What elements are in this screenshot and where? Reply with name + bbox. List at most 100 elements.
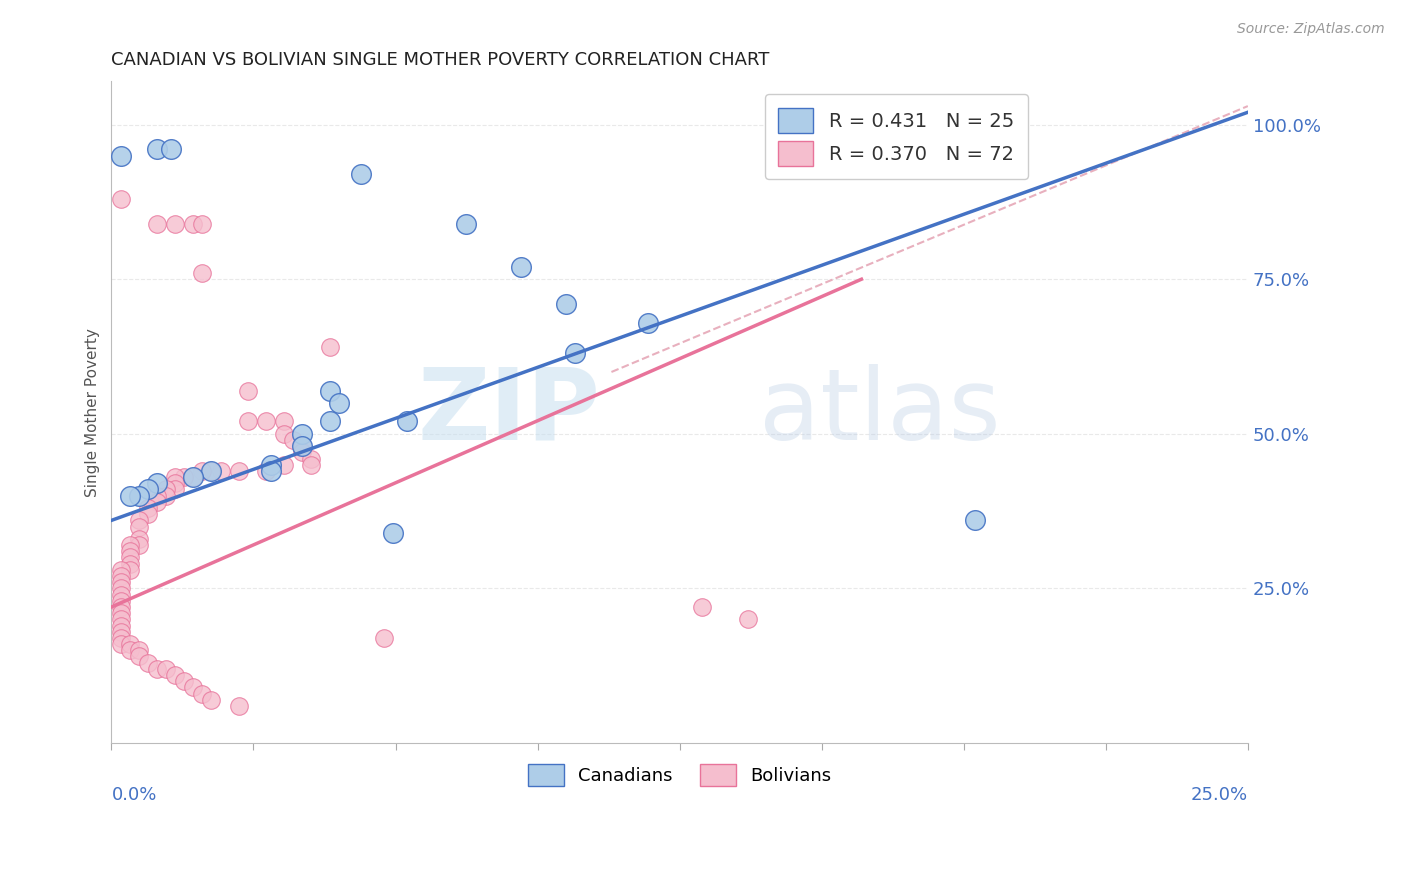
Point xyxy=(110,637,132,651)
Point xyxy=(136,656,159,670)
Point xyxy=(110,192,132,206)
Point xyxy=(273,458,295,472)
Point xyxy=(454,217,477,231)
Text: 25.0%: 25.0% xyxy=(1191,786,1249,804)
Point xyxy=(165,668,187,682)
Text: ZIP: ZIP xyxy=(418,364,600,460)
Point xyxy=(209,464,232,478)
Point xyxy=(236,384,259,398)
Point xyxy=(328,396,350,410)
Point xyxy=(173,674,195,689)
Point xyxy=(283,433,305,447)
Point xyxy=(273,414,295,428)
Point xyxy=(118,550,141,565)
Point xyxy=(155,489,177,503)
Point xyxy=(259,464,281,478)
Point xyxy=(191,686,214,700)
Text: Source: ZipAtlas.com: Source: ZipAtlas.com xyxy=(1237,22,1385,37)
Point xyxy=(128,538,150,552)
Point xyxy=(291,439,314,453)
Point xyxy=(110,631,132,645)
Point xyxy=(136,501,159,516)
Point xyxy=(110,618,132,632)
Point xyxy=(965,513,987,527)
Point xyxy=(118,538,141,552)
Point xyxy=(299,451,322,466)
Point xyxy=(291,445,314,459)
Point xyxy=(110,624,132,639)
Point xyxy=(318,384,340,398)
Point xyxy=(155,483,177,497)
Point xyxy=(273,426,295,441)
Point xyxy=(110,569,132,583)
Point xyxy=(373,631,395,645)
Y-axis label: Single Mother Poverty: Single Mother Poverty xyxy=(86,327,100,497)
Point xyxy=(200,464,222,478)
Point xyxy=(259,458,281,472)
Point xyxy=(136,507,159,521)
Point xyxy=(191,464,214,478)
Point xyxy=(228,464,250,478)
Point xyxy=(118,643,141,657)
Point xyxy=(228,698,250,713)
Point xyxy=(165,483,187,497)
Point xyxy=(110,582,132,596)
Point xyxy=(110,148,132,162)
Point xyxy=(128,532,150,546)
Point xyxy=(110,594,132,608)
Point xyxy=(118,489,141,503)
Point xyxy=(118,544,141,558)
Point xyxy=(118,563,141,577)
Point xyxy=(637,316,659,330)
Point xyxy=(110,563,132,577)
Point xyxy=(146,142,169,156)
Point xyxy=(110,599,132,614)
Point xyxy=(191,217,214,231)
Point xyxy=(128,489,150,503)
Point xyxy=(291,439,314,453)
Point xyxy=(146,476,169,491)
Point xyxy=(236,414,259,428)
Point xyxy=(128,643,150,657)
Point xyxy=(181,217,204,231)
Point xyxy=(254,414,277,428)
Point xyxy=(737,612,759,626)
Point xyxy=(110,606,132,620)
Point xyxy=(173,470,195,484)
Point xyxy=(350,167,373,181)
Point xyxy=(692,599,714,614)
Point xyxy=(191,266,214,280)
Point xyxy=(146,217,169,231)
Point xyxy=(318,340,340,354)
Point xyxy=(118,637,141,651)
Point xyxy=(110,575,132,590)
Point xyxy=(181,470,204,484)
Text: CANADIAN VS BOLIVIAN SINGLE MOTHER POVERTY CORRELATION CHART: CANADIAN VS BOLIVIAN SINGLE MOTHER POVER… xyxy=(111,51,770,69)
Point xyxy=(564,346,586,360)
Point xyxy=(395,414,418,428)
Point xyxy=(200,464,222,478)
Point xyxy=(200,692,222,706)
Point xyxy=(110,612,132,626)
Point xyxy=(181,681,204,695)
Point xyxy=(291,426,314,441)
Point xyxy=(318,414,340,428)
Point xyxy=(509,260,531,274)
Point xyxy=(128,513,150,527)
Point xyxy=(128,519,150,533)
Point xyxy=(254,464,277,478)
Point xyxy=(128,649,150,664)
Point xyxy=(181,470,204,484)
Point xyxy=(165,476,187,491)
Point xyxy=(299,458,322,472)
Point xyxy=(110,588,132,602)
Point xyxy=(555,297,578,311)
Point xyxy=(165,470,187,484)
Text: atlas: atlas xyxy=(759,364,1001,460)
Point xyxy=(159,142,181,156)
Point xyxy=(136,483,159,497)
Text: 0.0%: 0.0% xyxy=(111,786,157,804)
Point xyxy=(146,662,169,676)
Point xyxy=(382,525,405,540)
Point xyxy=(155,662,177,676)
